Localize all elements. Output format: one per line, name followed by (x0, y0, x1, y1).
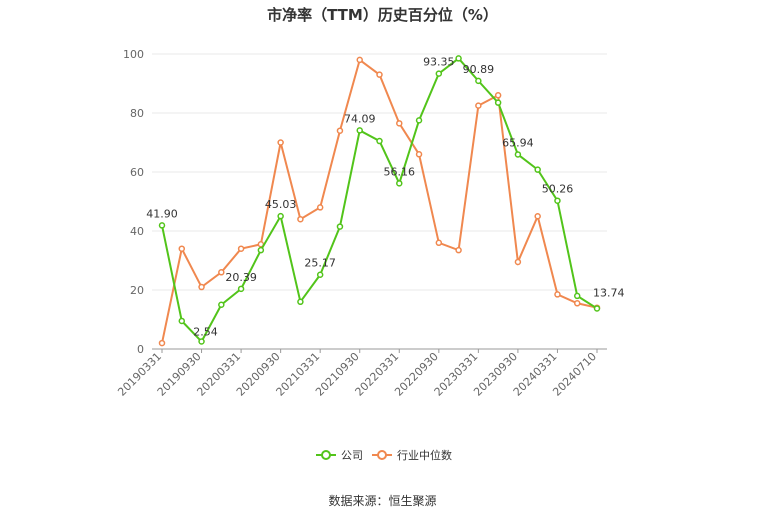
data-point (218, 269, 225, 276)
data-point (336, 223, 344, 230)
data-point (415, 117, 423, 124)
data-point (415, 151, 423, 158)
data-point (316, 204, 324, 211)
data-point (593, 305, 601, 312)
data-point (198, 338, 205, 345)
data-point (435, 70, 443, 77)
y-tick-label: 100 (123, 48, 144, 61)
data-point (494, 92, 502, 99)
data-point (336, 127, 344, 134)
data-label: 13.74 (593, 286, 625, 299)
data-point (237, 285, 245, 293)
data-point (376, 137, 383, 145)
y-tick-label: 20 (130, 284, 144, 297)
data-label: 20.39 (225, 271, 257, 284)
data-point (475, 102, 482, 109)
legend-label: 行业中位数 (397, 448, 452, 462)
y-tick-label: 80 (130, 107, 144, 120)
data-point (158, 222, 166, 229)
data-label: 45.03 (265, 198, 297, 211)
data-point (297, 215, 304, 223)
data-point (356, 56, 363, 64)
data-point (554, 197, 561, 204)
data-point (316, 271, 324, 278)
data-point (178, 317, 186, 325)
legend-label: 公司 (341, 449, 363, 462)
data-label: 90.89 (463, 63, 495, 76)
data-point (356, 127, 363, 134)
chart-title: 市净率（TTM）历史百分位（%） (267, 6, 498, 24)
data-point (455, 55, 462, 62)
data-point (396, 180, 403, 187)
data-label: 25.17 (304, 257, 336, 270)
data-point (257, 246, 265, 254)
data-source-note: 数据来源：恒生聚源 (328, 494, 437, 508)
data-point (237, 245, 245, 252)
data-point (198, 283, 205, 291)
data-point (514, 151, 522, 158)
data-point (218, 301, 225, 308)
data-point (494, 99, 502, 106)
data-point (297, 298, 304, 306)
data-label: 93.35 (423, 56, 455, 69)
y-tick-label: 40 (130, 225, 144, 238)
legend-marker (321, 450, 331, 460)
data-point (573, 292, 581, 300)
data-label: 56.16 (384, 165, 416, 178)
y-tick-label: 0 (137, 343, 144, 356)
data-point (277, 139, 284, 146)
y-tick-label: 60 (130, 166, 144, 179)
data-point (158, 339, 166, 347)
data-label: 2.54 (193, 326, 218, 339)
legend-marker (377, 450, 387, 460)
data-point (573, 300, 581, 307)
data-point (534, 166, 541, 173)
data-point (178, 245, 186, 252)
data-point (435, 239, 443, 247)
data-point (277, 212, 284, 220)
data-point (534, 213, 541, 220)
data-point (455, 246, 462, 254)
data-label: 50.26 (542, 183, 574, 196)
data-point (396, 120, 403, 127)
data-point (514, 258, 522, 266)
data-label: 65.94 (502, 136, 534, 149)
data-label: 74.09 (344, 112, 376, 125)
data-point (376, 71, 383, 78)
data-point (554, 291, 561, 298)
data-point (475, 77, 482, 85)
data-label: 41.90 (146, 207, 178, 220)
series-line-company (161, 57, 598, 344)
